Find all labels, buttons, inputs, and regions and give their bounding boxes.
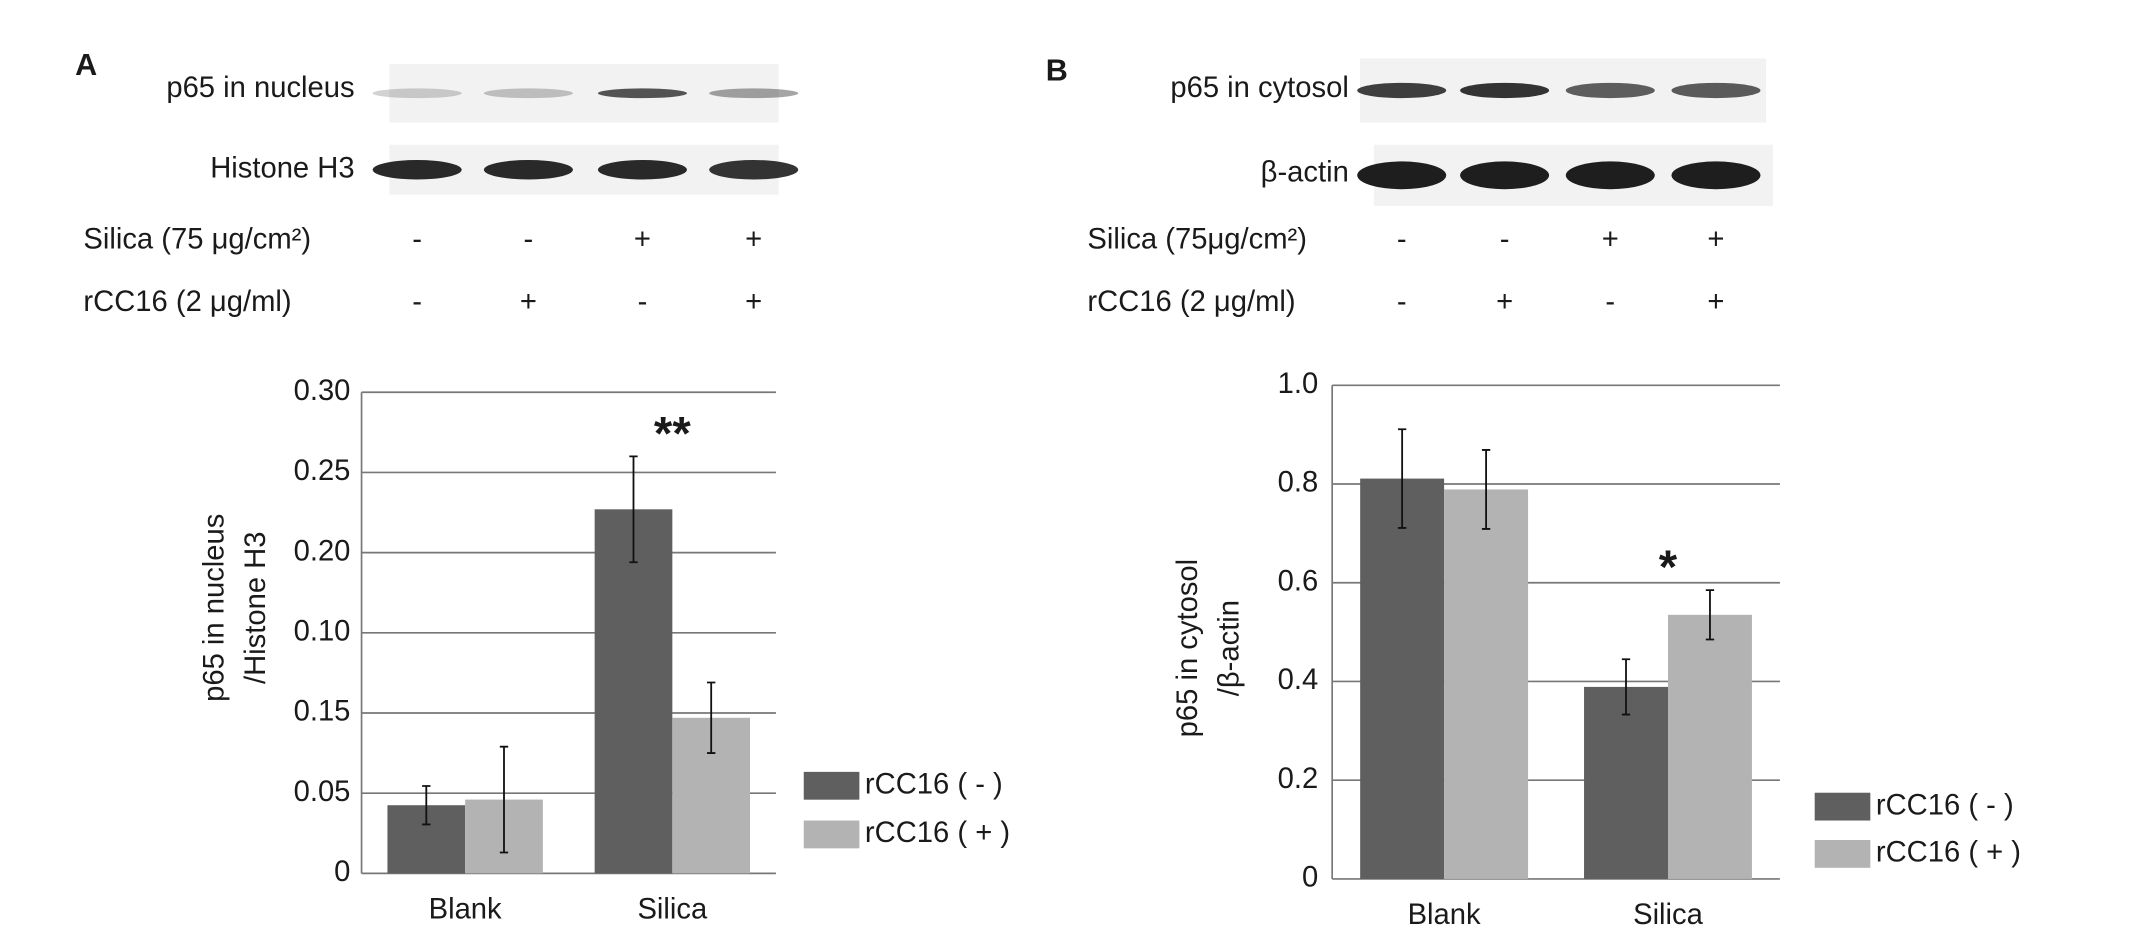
y-tick-label: 0.2 — [1278, 763, 1319, 795]
condition-sign: - — [1397, 223, 1407, 255]
y-axis-label-line: /Histone H3 — [240, 532, 272, 685]
legend-swatch — [1814, 840, 1871, 868]
blot-row-label: Histone H3 — [210, 152, 354, 184]
y-tick-label: 0.30 — [294, 375, 351, 407]
condition-sign: - — [524, 223, 534, 255]
legend-swatch — [803, 820, 860, 849]
y-tick-label: 0.20 — [294, 535, 351, 567]
y-tick-label: 0.25 — [294, 455, 351, 487]
condition-label: rCC16 (2 μg/ml) — [1087, 286, 1295, 318]
legend-swatch — [1814, 792, 1871, 821]
condition-sign: + — [745, 286, 762, 318]
y-tick-label: 1.0 — [1278, 368, 1319, 400]
blot-band — [1565, 161, 1655, 190]
y-axis-label-line: p65 in cytosol — [1172, 559, 1204, 737]
condition-sign: + — [634, 223, 651, 255]
error-bar — [1621, 658, 1631, 716]
condition-sign: + — [1496, 286, 1513, 318]
blot-band — [597, 160, 687, 180]
condition-sign: - — [1397, 286, 1407, 318]
y-tick-label: 0 — [1302, 862, 1318, 894]
condition-sign: + — [1707, 223, 1724, 255]
condition-sign: + — [1602, 223, 1619, 255]
blot-band — [372, 160, 462, 180]
condition-label: Silica (75 μg/cm²) — [83, 223, 311, 255]
condition-label: rCC16 (2 μg/ml) — [83, 286, 291, 318]
y-axis-label-line: /β-actin — [1213, 600, 1245, 696]
bar — [1444, 489, 1529, 879]
legend-swatch — [803, 771, 860, 800]
x-tick-label: Blank — [429, 894, 502, 926]
blot-band — [1671, 82, 1761, 99]
blot-band — [709, 88, 799, 99]
condition-sign: - — [1605, 286, 1615, 318]
y-tick-label: 0 — [334, 856, 350, 888]
bar — [1360, 478, 1445, 879]
x-tick-label: Blank — [1408, 899, 1481, 931]
blot-row-label: p65 in cytosol — [1170, 72, 1348, 104]
legend-label: rCC16 ( + ) — [865, 817, 1010, 849]
blot-band — [709, 160, 799, 180]
legend-label: rCC16 ( - ) — [865, 768, 1003, 800]
y-tick-label: 0.4 — [1278, 664, 1319, 696]
y-tick-label: 0.10 — [294, 616, 351, 648]
significance-mark: ** — [654, 407, 691, 460]
condition-sign: + — [745, 223, 762, 255]
error-bar — [1397, 428, 1407, 529]
y-axis-label-line: p65 in nucleus — [198, 514, 230, 702]
blot-row-label: β-actin — [1261, 157, 1349, 189]
condition-label: Silica (75μg/cm²) — [1087, 223, 1307, 255]
blot-row-label: p65 in nucleus — [166, 72, 354, 104]
bar — [1584, 686, 1668, 879]
error-bar — [1481, 449, 1491, 530]
y-tick-label: 0.05 — [294, 776, 351, 808]
y-axis-label: p65 in nucleus/Histone H3 — [198, 514, 272, 702]
blot-band — [1460, 82, 1550, 99]
condition-sign: - — [1500, 223, 1510, 255]
error-bar — [422, 785, 431, 826]
panel-label: B — [1046, 53, 1068, 87]
error-bar — [707, 681, 716, 754]
condition-sign: + — [520, 286, 537, 318]
blot-band — [597, 88, 687, 99]
error-bar — [499, 745, 509, 854]
blot-band — [483, 88, 573, 99]
x-tick-label: Silica — [637, 894, 708, 926]
blot-band — [1565, 82, 1655, 99]
legend-label: rCC16 ( - ) — [1876, 789, 2014, 821]
error-bar — [1705, 589, 1715, 641]
blot-band — [1357, 82, 1447, 99]
y-tick-label: 0.8 — [1278, 467, 1319, 499]
blot-band — [372, 88, 462, 99]
condition-sign: - — [412, 286, 422, 318]
legend-label: rCC16 ( + ) — [1876, 837, 2021, 869]
blot-band — [483, 160, 573, 180]
y-tick-label: 0.15 — [294, 696, 351, 728]
x-tick-label: Silica — [1633, 899, 1704, 931]
bar — [594, 509, 673, 874]
y-tick-label: 0.6 — [1278, 565, 1319, 597]
bar — [1667, 614, 1752, 879]
blot-band — [1671, 161, 1761, 190]
y-axis-label: p65 in cytosol/β-actin — [1172, 559, 1246, 737]
blot-background — [389, 64, 779, 123]
condition-sign: - — [638, 286, 648, 318]
significance-mark: * — [1659, 541, 1678, 594]
blot-band — [1357, 161, 1447, 190]
condition-sign: + — [1707, 286, 1724, 318]
condition-sign: - — [412, 223, 422, 255]
panel-label: A — [75, 48, 97, 82]
error-bar — [629, 455, 638, 564]
blot-band — [1460, 161, 1550, 190]
